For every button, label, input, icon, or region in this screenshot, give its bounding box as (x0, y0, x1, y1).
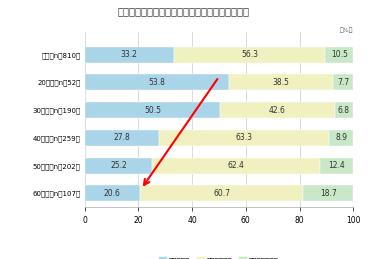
Text: 60.7: 60.7 (213, 189, 230, 198)
Bar (325, 47, 353, 63)
Bar (85, 185, 140, 202)
Bar (85, 130, 159, 146)
Bar (85, 47, 174, 63)
Text: 8.9: 8.9 (335, 133, 347, 142)
Text: 63.3: 63.3 (236, 133, 253, 142)
Bar (303, 185, 353, 202)
Text: 62.4: 62.4 (228, 161, 245, 170)
Text: 20.6: 20.6 (104, 189, 121, 198)
Bar (174, 47, 325, 63)
Text: 42.6: 42.6 (269, 106, 286, 114)
Bar (140, 185, 303, 202)
Text: 25.2: 25.2 (110, 161, 127, 170)
Text: 18.7: 18.7 (320, 189, 337, 198)
Text: 27.8: 27.8 (114, 133, 130, 142)
Text: 12.4: 12.4 (328, 161, 345, 170)
Bar (159, 130, 329, 146)
Bar (85, 74, 229, 90)
Text: 図表３　共働き妻の年代別に見た雇用形態の分布: 図表３ 共働き妻の年代別に見た雇用形態の分布 (118, 6, 250, 17)
Text: 50.5: 50.5 (144, 106, 161, 114)
Text: 38.5: 38.5 (272, 78, 289, 87)
Text: 7.7: 7.7 (337, 78, 349, 87)
Bar (85, 102, 220, 118)
Legend: 正規雇用者, 非正規雇用者, 自営業・自由業: 正規雇用者, 非正規雇用者, 自営業・自由業 (156, 254, 282, 259)
Text: 53.8: 53.8 (148, 78, 165, 87)
Bar (333, 74, 353, 90)
Text: 33.2: 33.2 (121, 50, 138, 59)
Text: 56.3: 56.3 (241, 50, 258, 59)
Bar (85, 157, 152, 174)
Text: 10.5: 10.5 (331, 50, 348, 59)
Bar (320, 157, 353, 174)
Text: （%）: （%） (340, 27, 353, 33)
Text: 6.8: 6.8 (338, 106, 350, 114)
Bar (335, 102, 353, 118)
Bar (152, 157, 320, 174)
Bar (229, 74, 333, 90)
Bar (220, 102, 335, 118)
Bar (329, 130, 353, 146)
